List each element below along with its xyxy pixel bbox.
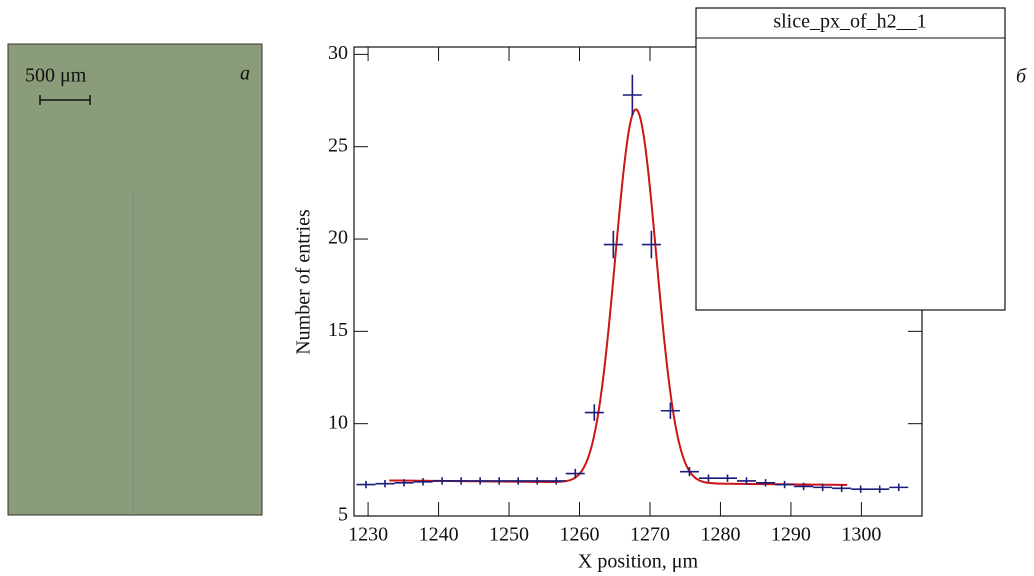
y-tick-label: 5 bbox=[338, 504, 348, 526]
x-tick-label: 1240 bbox=[419, 524, 459, 546]
error-bar bbox=[737, 477, 757, 485]
x-tick-label: 1270 bbox=[630, 524, 670, 546]
error-bar bbox=[679, 467, 699, 477]
error-bar bbox=[356, 480, 376, 489]
error-bar bbox=[451, 477, 471, 485]
y-tick-label: 15 bbox=[328, 319, 348, 341]
error-bar bbox=[622, 74, 642, 116]
x-tick-label: 1230 bbox=[348, 524, 388, 546]
error-bar bbox=[546, 477, 566, 485]
x-tick-label: 1300 bbox=[841, 524, 881, 546]
x-tick-label: 1250 bbox=[489, 524, 529, 546]
panel-label: б bbox=[1016, 66, 1027, 88]
scale-bar bbox=[39, 95, 91, 105]
error-bar bbox=[603, 230, 623, 259]
x-tick-label: 1290 bbox=[771, 524, 811, 546]
x-tick-label: 1260 bbox=[560, 524, 600, 546]
y-tick-label: 20 bbox=[328, 227, 348, 249]
error-bar bbox=[413, 478, 433, 486]
error-bar bbox=[432, 477, 452, 485]
error-bar bbox=[565, 468, 585, 479]
y-axis-label: Number of entries bbox=[293, 209, 315, 355]
error-bar bbox=[832, 484, 852, 492]
x-tick-label: 1280 bbox=[700, 524, 740, 546]
error-bar bbox=[870, 485, 890, 493]
error-bar bbox=[375, 479, 395, 488]
error-bar bbox=[698, 474, 718, 482]
panel-label: a bbox=[240, 63, 250, 85]
scale-bar-label: 500 μm bbox=[25, 65, 87, 87]
x-axis-label: X position, μm bbox=[578, 551, 699, 573]
error-bar bbox=[660, 402, 680, 420]
y-tick-label: 10 bbox=[328, 411, 348, 433]
error-bar bbox=[756, 479, 776, 487]
error-bar bbox=[489, 477, 509, 485]
error-bar bbox=[508, 477, 528, 485]
stats-box: slice_px_of_h2__1 bbox=[695, 7, 1006, 311]
stats-frame bbox=[695, 7, 1006, 311]
error-bar bbox=[851, 485, 871, 493]
error-bar bbox=[470, 477, 490, 485]
error-bar bbox=[394, 479, 414, 487]
y-tick-label: 25 bbox=[328, 134, 348, 156]
error-bar bbox=[775, 480, 795, 489]
error-bar bbox=[794, 482, 814, 491]
micrograph bbox=[7, 43, 263, 516]
error-bar bbox=[641, 230, 661, 259]
error-bar bbox=[717, 474, 738, 482]
error-bar bbox=[584, 404, 604, 421]
error-bar bbox=[889, 483, 909, 492]
error-bar bbox=[527, 477, 547, 485]
stats-title: slice_px_of_h2__1 bbox=[773, 11, 926, 33]
error-bar bbox=[813, 483, 833, 492]
y-tick-label: 30 bbox=[328, 42, 348, 64]
